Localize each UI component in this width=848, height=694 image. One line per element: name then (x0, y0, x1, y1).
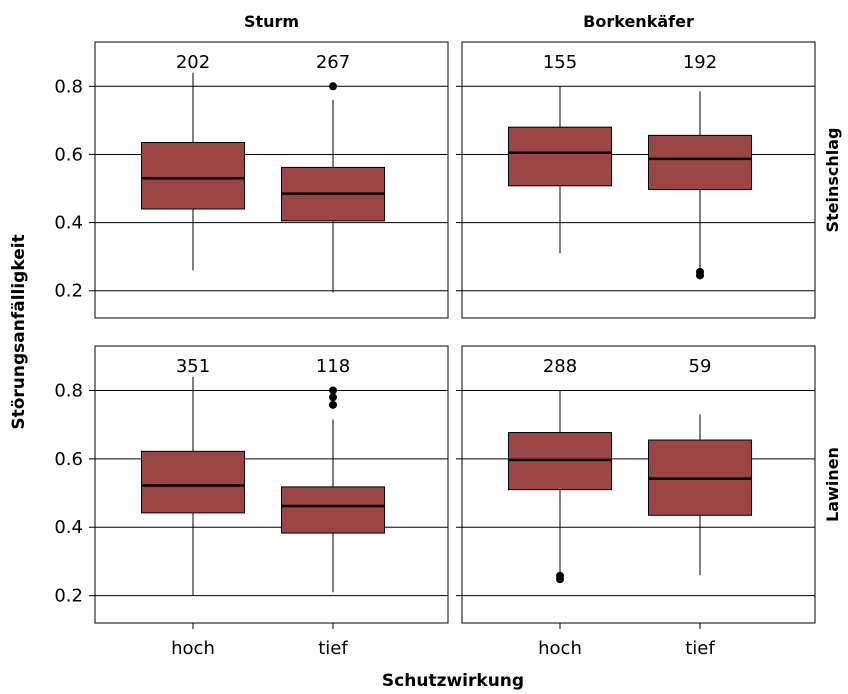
x-tick-label: hoch (171, 638, 215, 659)
y-tick-label: 0.4 (54, 517, 83, 538)
y-tick-label: 0.6 (54, 144, 83, 165)
outlier-point (329, 82, 337, 91)
box-iqr (281, 486, 385, 534)
count-label: 202 (176, 52, 210, 73)
outlier-point (556, 575, 564, 584)
y-tick-label: 0.2 (54, 281, 83, 302)
count-label: 155 (543, 52, 577, 73)
panel-frame (94, 345, 449, 624)
count-label: 267 (316, 52, 350, 73)
x-tick-label: tief (318, 638, 348, 659)
x-tick-label: hoch (538, 638, 582, 659)
column-facet-label: Sturm (244, 12, 299, 31)
count-label: 192 (683, 52, 717, 73)
count-label: 351 (176, 356, 210, 377)
x-axis-title: Schutzwirkung (382, 671, 524, 691)
x-tick-label: tief (685, 638, 715, 659)
outlier-point (329, 400, 337, 409)
row-facet-label: Steinschlag (823, 127, 842, 232)
outlier-point (329, 386, 337, 395)
panel-frame (461, 345, 816, 624)
y-tick-label: 0.8 (54, 380, 83, 401)
outlier-point (696, 271, 704, 280)
box-iqr (141, 450, 245, 514)
y-axis-title: Störungsanfälligkeit (9, 234, 29, 429)
y-tick-label: 0.4 (54, 213, 83, 234)
y-tick-label: 0.6 (54, 449, 83, 470)
count-label: 59 (689, 356, 712, 377)
y-tick-label: 0.8 (54, 76, 83, 97)
y-tick-label: 0.2 (54, 586, 83, 607)
box-iqr (648, 134, 752, 191)
box-iqr (508, 126, 612, 187)
panel-frame (461, 41, 816, 319)
column-facet-label: Borkenkäfer (583, 12, 694, 31)
count-label: 118 (316, 356, 350, 377)
outlier-point (329, 393, 337, 402)
row-facet-label: Lawinen (823, 447, 842, 522)
panel-frame (94, 41, 449, 319)
box-iqr (141, 142, 245, 210)
count-label: 288 (543, 356, 577, 377)
